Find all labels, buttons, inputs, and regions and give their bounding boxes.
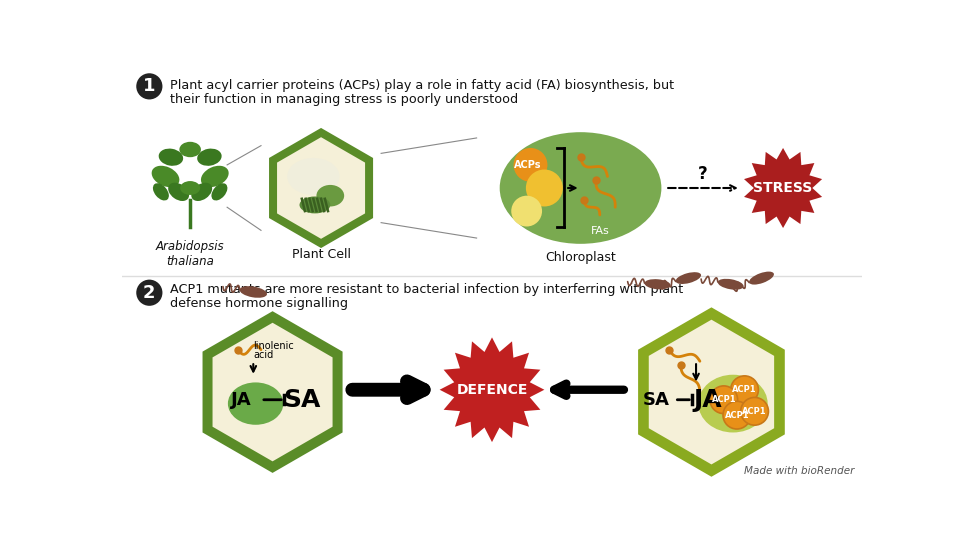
Text: ACP1: ACP1 bbox=[742, 407, 767, 416]
Text: Plant acyl carrier proteins (ACPs) play a role in fatty acid (FA) biosynthesis, : Plant acyl carrier proteins (ACPs) play … bbox=[170, 79, 674, 92]
Ellipse shape bbox=[644, 279, 671, 289]
Ellipse shape bbox=[718, 279, 744, 289]
Polygon shape bbox=[203, 311, 343, 473]
Text: JA: JA bbox=[693, 388, 722, 411]
Text: their function in managing stress is poorly understood: their function in managing stress is poo… bbox=[170, 92, 518, 105]
Text: ACP1: ACP1 bbox=[711, 395, 736, 404]
Text: Arabidopsis
thaliana: Arabidopsis thaliana bbox=[156, 240, 225, 268]
Ellipse shape bbox=[500, 132, 661, 244]
Text: STRESS: STRESS bbox=[754, 181, 813, 195]
Text: ?: ? bbox=[698, 165, 708, 184]
Polygon shape bbox=[744, 148, 822, 228]
Text: ACP1: ACP1 bbox=[732, 385, 756, 394]
Ellipse shape bbox=[287, 158, 340, 195]
Text: linolenic: linolenic bbox=[253, 341, 294, 351]
Polygon shape bbox=[269, 128, 373, 248]
Text: 1: 1 bbox=[143, 77, 156, 96]
Circle shape bbox=[136, 280, 162, 306]
Circle shape bbox=[512, 195, 542, 226]
Ellipse shape bbox=[676, 272, 701, 284]
Ellipse shape bbox=[168, 183, 189, 201]
Ellipse shape bbox=[228, 382, 283, 425]
Ellipse shape bbox=[317, 185, 344, 206]
Polygon shape bbox=[649, 320, 774, 464]
Polygon shape bbox=[212, 323, 332, 461]
Text: DEFENCE: DEFENCE bbox=[456, 383, 528, 397]
Text: 2: 2 bbox=[143, 284, 156, 302]
Text: acid: acid bbox=[253, 350, 274, 361]
Ellipse shape bbox=[240, 286, 267, 298]
Ellipse shape bbox=[197, 148, 222, 166]
Ellipse shape bbox=[153, 183, 169, 200]
Ellipse shape bbox=[300, 197, 330, 213]
Ellipse shape bbox=[180, 181, 201, 195]
Ellipse shape bbox=[180, 142, 201, 157]
Text: Made with bioRender: Made with bioRender bbox=[744, 466, 853, 476]
Ellipse shape bbox=[152, 166, 180, 187]
Ellipse shape bbox=[749, 272, 774, 285]
Polygon shape bbox=[277, 137, 365, 239]
Text: Chloroplast: Chloroplast bbox=[545, 251, 616, 264]
Text: SA: SA bbox=[642, 391, 669, 409]
Circle shape bbox=[741, 397, 768, 425]
Text: defense hormone signalling: defense hormone signalling bbox=[170, 298, 348, 310]
Circle shape bbox=[136, 73, 162, 99]
Ellipse shape bbox=[698, 375, 768, 433]
Circle shape bbox=[514, 148, 547, 182]
Text: FAs: FAs bbox=[590, 226, 610, 237]
Text: ACPs: ACPs bbox=[514, 160, 541, 170]
Text: ACP1: ACP1 bbox=[725, 410, 749, 420]
Ellipse shape bbox=[158, 148, 183, 166]
Circle shape bbox=[723, 401, 751, 429]
Circle shape bbox=[731, 376, 758, 403]
Text: Plant Cell: Plant Cell bbox=[292, 248, 350, 261]
Circle shape bbox=[526, 170, 563, 206]
Ellipse shape bbox=[191, 183, 212, 201]
Text: ACP1 mutants are more resistant to bacterial infection by interferring with plan: ACP1 mutants are more resistant to bacte… bbox=[170, 284, 684, 296]
Polygon shape bbox=[638, 307, 785, 477]
Text: SA: SA bbox=[283, 388, 321, 411]
Circle shape bbox=[709, 386, 737, 414]
Ellipse shape bbox=[201, 166, 228, 187]
Text: JA: JA bbox=[231, 391, 252, 409]
Polygon shape bbox=[440, 338, 544, 442]
Ellipse shape bbox=[211, 183, 228, 200]
